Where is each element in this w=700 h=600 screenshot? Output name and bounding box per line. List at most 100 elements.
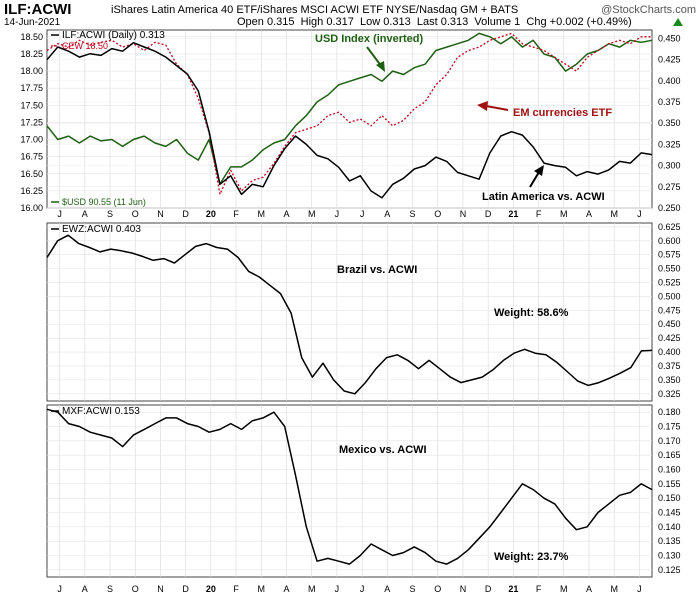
x-tick-label-top: O [434,209,441,219]
chart-date: 14-Jun-2021 [4,17,61,28]
ticker-description: iShares Latin America 40 ETF/iShares MSC… [111,4,519,16]
y-tick-label-right: 0.425 [658,333,681,343]
x-tick-label-top: N [460,209,467,219]
arrow-em-line [485,105,509,111]
quote-line: Open 0.315 High 0.317 Low 0.313 Last 0.3… [237,16,632,28]
y-tick-label-right: 0.375 [658,361,681,371]
arrow-latam-line [529,171,540,188]
x-tick-label-top: M [308,209,316,219]
y-tick-label-right: 0.525 [658,278,681,288]
y-tick-label-right: 0.130 [658,551,681,561]
annotation-brazil-weight: Weight: 58.6% [494,307,569,319]
x-tick-label-bottom: F [233,584,239,594]
open-label: Open [237,16,264,28]
series-ilf-acwi-line [46,41,653,199]
y-tick-label-right: 0.250 [658,203,681,213]
last-label: Last [416,16,438,28]
x-tick-label-top: J [57,209,62,219]
open-value: 0.315 [266,16,295,28]
x-tick-label-bottom: O [132,584,139,594]
y-tick-label-right: 0.500 [658,291,681,301]
x-tick-label-top: S [107,209,113,219]
x-tick-label-top: S [410,209,416,219]
x-tick-label-top: O [132,209,139,219]
y-tick-label-left: 17.50 [20,100,43,110]
y-tick-label-left: 18.00 [20,66,43,76]
x-tick-label-bottom: J [360,584,365,594]
x-tick-label-top: D [485,209,492,219]
y-tick-label-left: 18.50 [20,32,43,42]
y-tick-label-right: 0.175 [658,422,681,432]
x-tick-label-top: A [82,209,88,219]
y-tick-label-left: 17.25 [20,117,43,127]
x-tick-label-top: M [610,209,618,219]
y-tick-label-right: 0.400 [658,347,681,357]
annotation-brazil: Brazil vs. ACWI [337,264,417,276]
x-tick-label-top: 20 [206,209,216,219]
x-tick-label-bottom: D [485,584,492,594]
x-tick-label-bottom: 21 [508,584,518,594]
x-tick-label-top: M [258,209,266,219]
x-tick-label-bottom: O [434,584,441,594]
y-tick-label-right: 0.325 [658,389,681,399]
y-tick-label-right: 0.160 [658,465,681,475]
y-tick-label-right: 0.150 [658,493,681,503]
y-tick-label-right: 0.450 [658,33,681,43]
x-tick-label-bottom: F [536,584,542,594]
annotation-mexico: Mexico vs. ACWI [339,444,427,456]
legend-ewz-acwi: EWZ:ACWI 0.403 [62,224,141,235]
y-tick-label-right: 0.350 [658,375,681,385]
x-tick-label-bottom: M [258,584,266,594]
x-tick-label-top: 21 [508,209,518,219]
y-tick-label-left: 16.75 [20,152,43,162]
y-tick-label-right: 0.325 [658,139,681,149]
x-tick-label-bottom: M [610,584,618,594]
y-tick-label-right: 0.275 [658,182,681,192]
y-tick-label-right: 0.375 [658,97,681,107]
legend-ilf-acwi: ILF:ACWI (Daily) 0.313 [62,30,165,41]
x-tick-label-bottom: M [308,584,316,594]
x-tick-label-bottom: A [384,584,390,594]
chg-label: Chg [526,16,547,28]
x-tick-label-top: J [335,209,340,219]
y-tick-label-right: 0.550 [658,264,681,274]
x-tick-label-top: N [157,209,164,219]
x-tick-label-top: F [536,209,542,219]
y-tick-label-right: 0.425 [658,55,681,65]
x-tick-label-bottom: J [335,584,340,594]
volume-value: 1 [514,16,521,28]
y-tick-label-right: 0.155 [658,479,681,489]
annotation-mexico-weight: Weight: 23.7% [494,551,569,563]
x-tick-label-top: A [586,209,592,219]
y-tick-label-left: 18.25 [20,49,43,59]
x-tick-label-bottom: A [82,584,88,594]
x-tick-label-bottom: A [283,584,289,594]
low-label: Low [359,16,381,28]
panel-2-frame [46,222,653,402]
y-tick-label-left: 17.00 [20,135,43,145]
arrow-latam-head [534,165,544,176]
y-tick-label-right: 0.135 [658,536,681,546]
x-tick-label-top: F [233,209,239,219]
series-mxf-acwi-line [46,408,653,565]
volume-label: Volume [474,16,512,28]
y-tick-label-right: 0.475 [658,305,681,315]
x-tick-label-bottom: N [157,584,164,594]
y-tick-label-right: 0.170 [658,436,681,446]
y-tick-label-left: 16.25 [20,186,43,196]
ticker-symbol: ILF:ACWI [4,1,72,18]
y-tick-label-right: 0.300 [658,161,681,171]
stockcharts-branding[interactable]: @StockCharts.com [601,4,696,16]
up-arrow-icon [673,18,683,26]
y-tick-label-right: 0.125 [658,565,681,575]
x-tick-label-bottom: S [410,584,416,594]
x-tick-label-bottom: S [107,584,113,594]
x-tick-label-top: D [182,209,189,219]
y-tick-label-right: 0.600 [658,236,681,246]
y-tick-label-right: 0.350 [658,118,681,128]
x-tick-label-top: J [637,209,642,219]
annotation-latin-america: Latin America vs. ACWI [482,191,605,203]
legend-usd: $USD 90.55 (11 Jun) [62,197,146,207]
high-value: 0.317 [326,16,354,28]
